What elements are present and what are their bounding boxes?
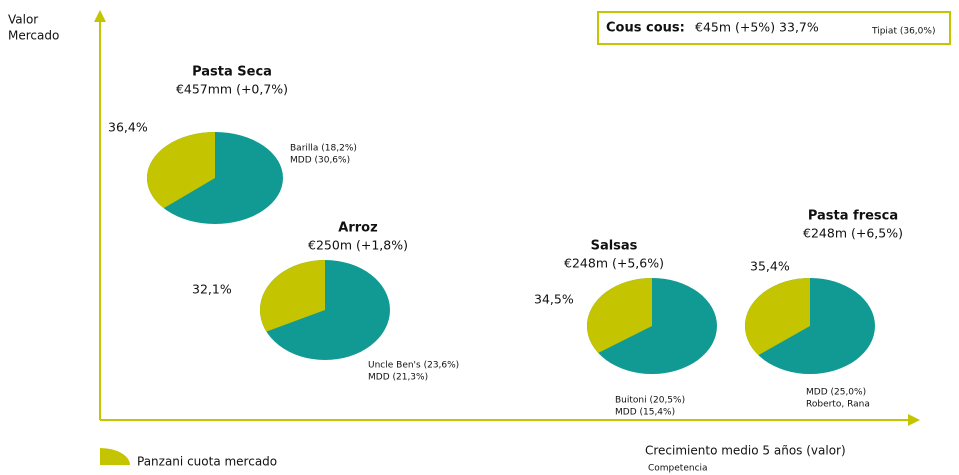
competitor: Buitoni (20,5%): [615, 396, 685, 406]
share-label: 35,4%: [750, 259, 790, 274]
pie-share: [587, 278, 652, 353]
y-label: Valor: [8, 13, 38, 27]
x-arrow: [908, 414, 920, 426]
box-competitors: Tipiat (36,0%): [871, 27, 935, 37]
competitor: MDD (15,4%): [615, 408, 675, 418]
competitor: Barilla (18,2%): [290, 144, 357, 154]
market-name: Arroz: [338, 221, 377, 236]
pie-share: [147, 132, 215, 209]
pie-share: [745, 278, 810, 356]
share-label: 32,1%: [192, 282, 232, 297]
x-label: Crecimiento medio 5 años (valor): [645, 444, 846, 458]
competitor: Roberto, Rana: [806, 400, 870, 410]
legend-swatch: [100, 448, 130, 465]
share-label: 34,5%: [534, 292, 574, 307]
market-size: €248m (+6,5%): [803, 226, 903, 241]
market-name: Salsas: [591, 239, 638, 254]
competitor: MDD (21,3%): [368, 373, 428, 383]
cous-cous-box: [597, 11, 951, 45]
box-detail: €45m (+5%) 33,7%: [695, 20, 819, 35]
legend-label: Panzani cuota mercado: [137, 455, 277, 469]
y-label: Mercado: [8, 29, 59, 43]
y-arrow: [94, 10, 106, 22]
competitor: Uncle Ben's (23,6%): [368, 361, 459, 371]
market-size: €250m (+1,8%): [308, 238, 408, 253]
box-title: Cous cous:: [606, 21, 685, 36]
market-name: Pasta fresca: [808, 209, 898, 224]
competitor: MDD (30,6%): [290, 156, 350, 166]
pie-share: [260, 260, 325, 332]
x-note: Competencia: [648, 464, 708, 474]
market-size: €457mm (+0,7%): [176, 82, 288, 97]
market-name: Pasta Seca: [192, 65, 272, 80]
share-label: 36,4%: [108, 120, 148, 135]
competitor: MDD (25,0%): [806, 388, 866, 398]
market-size: €248m (+5,6%): [564, 256, 664, 271]
